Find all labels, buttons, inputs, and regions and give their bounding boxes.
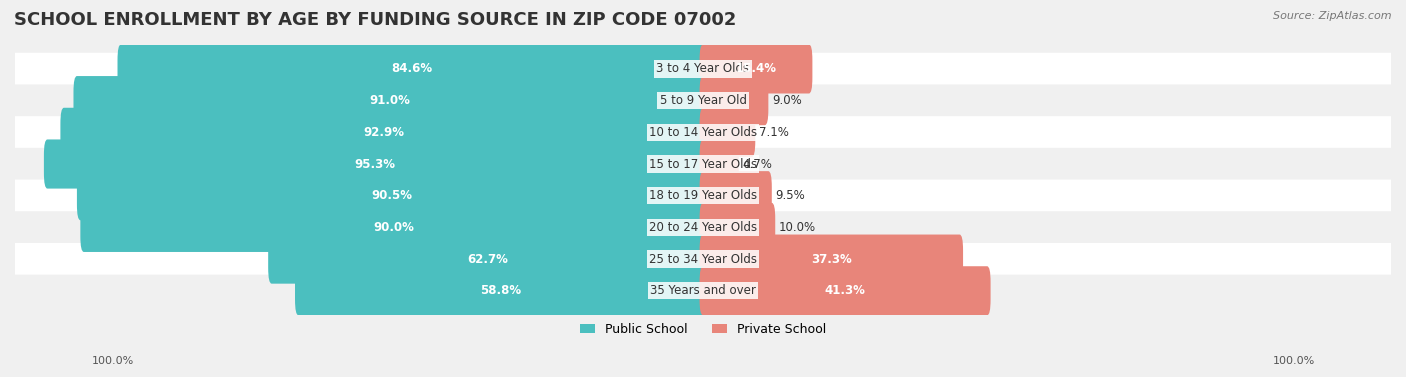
Text: 100.0%: 100.0% xyxy=(91,356,134,366)
Text: 9.0%: 9.0% xyxy=(772,94,801,107)
Text: Source: ZipAtlas.com: Source: ZipAtlas.com xyxy=(1274,11,1392,21)
Text: 84.6%: 84.6% xyxy=(391,63,433,75)
FancyBboxPatch shape xyxy=(80,203,706,252)
FancyBboxPatch shape xyxy=(15,116,1391,149)
Text: 10 to 14 Year Olds: 10 to 14 Year Olds xyxy=(650,126,756,139)
Text: 90.0%: 90.0% xyxy=(373,221,413,234)
FancyBboxPatch shape xyxy=(700,139,738,188)
FancyBboxPatch shape xyxy=(700,171,772,220)
Text: 58.8%: 58.8% xyxy=(481,284,522,297)
FancyBboxPatch shape xyxy=(700,108,755,157)
Text: 25 to 34 Year Olds: 25 to 34 Year Olds xyxy=(650,253,756,266)
Text: 91.0%: 91.0% xyxy=(370,94,411,107)
FancyBboxPatch shape xyxy=(700,76,768,125)
FancyBboxPatch shape xyxy=(15,211,1391,244)
Text: 3 to 4 Year Olds: 3 to 4 Year Olds xyxy=(657,63,749,75)
Text: 20 to 24 Year Olds: 20 to 24 Year Olds xyxy=(650,221,756,234)
FancyBboxPatch shape xyxy=(44,139,706,188)
FancyBboxPatch shape xyxy=(295,266,706,315)
FancyBboxPatch shape xyxy=(700,266,991,315)
Text: 35 Years and over: 35 Years and over xyxy=(650,284,756,297)
FancyBboxPatch shape xyxy=(15,274,1391,307)
Text: 9.5%: 9.5% xyxy=(775,189,806,202)
Text: 7.1%: 7.1% xyxy=(759,126,789,139)
Text: 92.9%: 92.9% xyxy=(363,126,404,139)
FancyBboxPatch shape xyxy=(118,44,706,93)
Text: 18 to 19 Year Olds: 18 to 19 Year Olds xyxy=(650,189,756,202)
FancyBboxPatch shape xyxy=(269,234,706,284)
Text: SCHOOL ENROLLMENT BY AGE BY FUNDING SOURCE IN ZIP CODE 07002: SCHOOL ENROLLMENT BY AGE BY FUNDING SOUR… xyxy=(14,11,737,29)
FancyBboxPatch shape xyxy=(700,203,775,252)
Text: 15 to 17 Year Olds: 15 to 17 Year Olds xyxy=(650,158,756,170)
Text: 62.7%: 62.7% xyxy=(467,253,508,266)
FancyBboxPatch shape xyxy=(15,148,1391,180)
Text: 100.0%: 100.0% xyxy=(1272,356,1315,366)
FancyBboxPatch shape xyxy=(15,243,1391,275)
Text: 90.5%: 90.5% xyxy=(371,189,412,202)
FancyBboxPatch shape xyxy=(77,171,706,220)
Text: 37.3%: 37.3% xyxy=(811,253,852,266)
Text: 5 to 9 Year Old: 5 to 9 Year Old xyxy=(659,94,747,107)
Text: 41.3%: 41.3% xyxy=(825,284,866,297)
FancyBboxPatch shape xyxy=(15,84,1391,117)
Text: 10.0%: 10.0% xyxy=(779,221,815,234)
Legend: Public School, Private School: Public School, Private School xyxy=(575,318,831,341)
FancyBboxPatch shape xyxy=(700,234,963,284)
Text: 15.4%: 15.4% xyxy=(735,63,776,75)
FancyBboxPatch shape xyxy=(60,108,706,157)
Text: 4.7%: 4.7% xyxy=(742,158,772,170)
FancyBboxPatch shape xyxy=(15,53,1391,85)
FancyBboxPatch shape xyxy=(15,179,1391,212)
FancyBboxPatch shape xyxy=(73,76,706,125)
FancyBboxPatch shape xyxy=(700,44,813,93)
Text: 95.3%: 95.3% xyxy=(354,158,395,170)
